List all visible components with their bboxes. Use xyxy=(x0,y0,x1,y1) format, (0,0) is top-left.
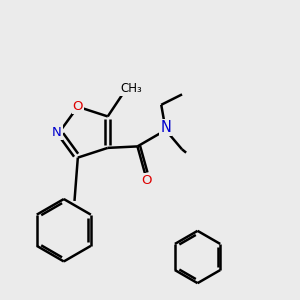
Text: O: O xyxy=(141,174,152,187)
Text: N: N xyxy=(160,120,171,135)
Text: O: O xyxy=(73,100,83,113)
Text: N: N xyxy=(52,126,62,139)
Text: CH₃: CH₃ xyxy=(120,82,142,95)
